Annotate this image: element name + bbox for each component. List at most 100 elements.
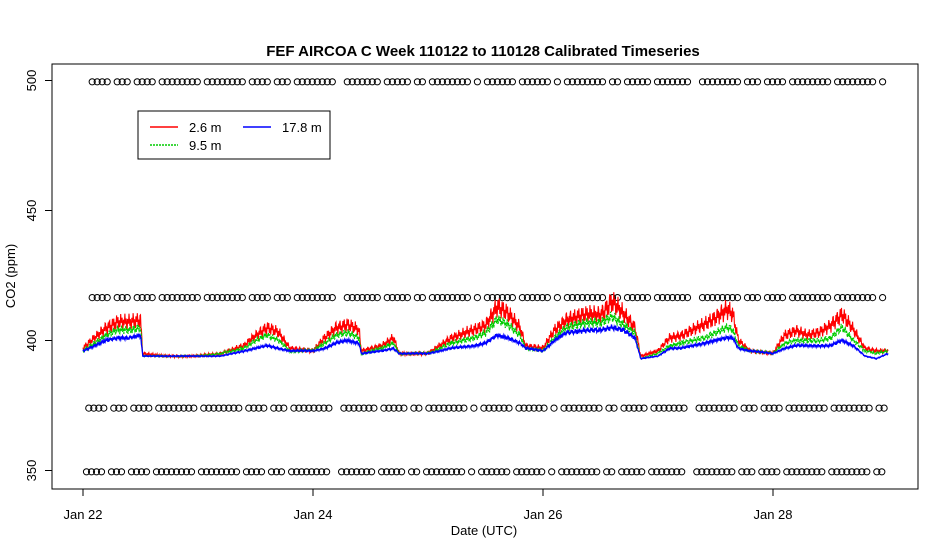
legend-box xyxy=(137,110,331,160)
marker-point xyxy=(819,78,827,86)
marker-point xyxy=(253,294,261,302)
marker-point xyxy=(573,468,581,476)
marker-point xyxy=(799,294,807,302)
marker-point xyxy=(293,294,301,302)
marker-point xyxy=(178,294,186,302)
x-tick-label: Jan 28 xyxy=(753,507,792,522)
marker-point xyxy=(368,468,376,476)
marker-point xyxy=(310,404,318,412)
marker-point xyxy=(490,404,498,412)
marker-point xyxy=(212,468,221,476)
marker-point xyxy=(698,294,707,302)
marker-point xyxy=(854,78,862,86)
marker-point xyxy=(383,294,391,302)
x-tick-label: Jan 26 xyxy=(523,507,562,522)
marker-point xyxy=(82,468,91,476)
marker-point xyxy=(450,404,458,412)
marker-point xyxy=(458,78,466,86)
marker-point xyxy=(173,78,181,86)
marker-point xyxy=(428,468,436,476)
marker-point xyxy=(203,78,211,86)
marker-point xyxy=(683,294,692,302)
marker-point xyxy=(708,468,716,476)
marker-point xyxy=(273,78,281,86)
marker-point xyxy=(573,78,582,86)
marker-point xyxy=(448,468,456,476)
marker-point xyxy=(743,78,752,86)
marker-point xyxy=(298,468,306,476)
chart-title: FEF AIRCOA C Week 110122 to 110128 Calib… xyxy=(266,43,700,60)
marker-point xyxy=(295,404,303,412)
marker-point xyxy=(523,78,532,86)
marker-point xyxy=(588,468,596,476)
marker-point xyxy=(530,404,538,412)
marker-point xyxy=(358,78,366,86)
marker-point xyxy=(270,404,278,412)
marker-point xyxy=(800,404,808,412)
marker-point xyxy=(178,78,186,86)
marker-point xyxy=(880,404,888,412)
marker-point xyxy=(668,294,677,302)
marker-point xyxy=(163,78,171,86)
marker-point xyxy=(713,294,722,302)
marker-point xyxy=(819,294,827,302)
marker-point xyxy=(493,468,501,476)
marker-point xyxy=(550,404,558,412)
marker-point xyxy=(630,404,638,412)
marker-point xyxy=(355,404,363,412)
marker-point xyxy=(658,294,667,302)
marker-point xyxy=(778,294,787,302)
marker-point xyxy=(493,78,501,86)
marker-point xyxy=(173,294,181,302)
marker-point xyxy=(553,78,562,86)
marker-point xyxy=(543,78,552,86)
marker-point xyxy=(785,404,793,412)
marker-point xyxy=(538,78,547,86)
marker-point xyxy=(320,404,328,412)
marker-point xyxy=(232,468,241,476)
marker-point xyxy=(343,78,351,86)
marker-point xyxy=(738,468,746,476)
marker-point xyxy=(438,468,446,476)
x-tick-label: Jan 24 xyxy=(293,507,332,522)
marker-point xyxy=(138,294,146,302)
marker-point xyxy=(618,468,626,476)
marker-point xyxy=(873,468,881,476)
marker-point xyxy=(283,294,291,302)
marker-point xyxy=(205,404,213,412)
marker-point xyxy=(388,294,396,302)
marker-point xyxy=(390,404,398,412)
marker-point xyxy=(849,78,857,86)
marker-point xyxy=(478,468,486,476)
marker-point xyxy=(277,468,286,476)
marker-point xyxy=(575,404,583,412)
marker-point xyxy=(278,78,286,86)
marker-point xyxy=(869,78,877,86)
marker-point xyxy=(132,468,141,476)
marker-point xyxy=(533,294,542,302)
marker-point xyxy=(238,294,246,302)
marker-point xyxy=(238,78,246,86)
marker-point xyxy=(798,468,806,476)
marker-point xyxy=(213,78,221,86)
marker-point xyxy=(563,78,572,86)
marker-point xyxy=(503,294,511,302)
marker-point xyxy=(413,294,421,302)
marker-point xyxy=(748,294,757,302)
marker-point xyxy=(258,294,266,302)
marker-point xyxy=(233,294,241,302)
marker-point xyxy=(118,294,126,302)
marker-point xyxy=(858,468,866,476)
marker-point xyxy=(455,404,463,412)
marker-point xyxy=(428,294,436,302)
marker-point xyxy=(438,294,446,302)
marker-point xyxy=(118,78,126,86)
marker-point xyxy=(445,404,453,412)
marker-point xyxy=(290,404,298,412)
marker-point xyxy=(558,468,566,476)
marker-point xyxy=(433,78,441,86)
marker-point xyxy=(815,404,823,412)
marker-point xyxy=(638,468,646,476)
marker-point xyxy=(138,78,146,86)
